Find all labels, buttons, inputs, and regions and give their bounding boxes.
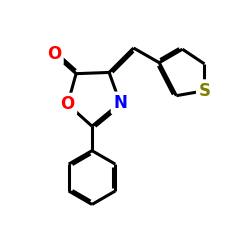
Text: O: O — [47, 45, 61, 63]
Text: O: O — [60, 95, 75, 113]
Text: N: N — [113, 94, 127, 112]
Text: S: S — [198, 82, 210, 100]
